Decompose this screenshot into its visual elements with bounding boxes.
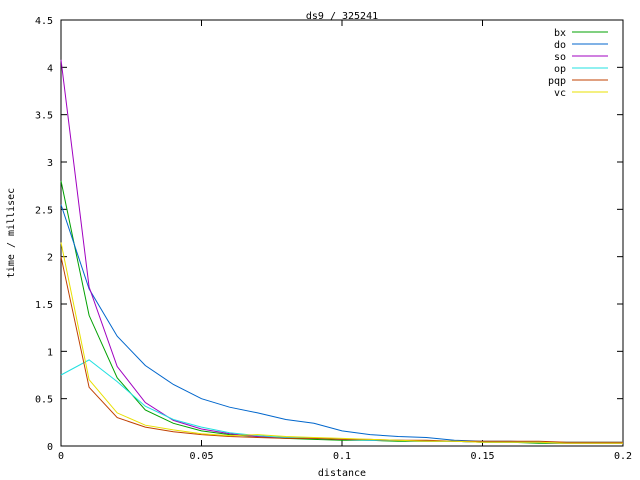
x-tick-label: 0: [58, 451, 64, 462]
y-tick-label: 4: [47, 63, 53, 74]
legend-label-pqp: pqp: [548, 76, 566, 87]
y-tick-label: 1: [47, 347, 53, 358]
series-line-bx: [60, 180, 623, 444]
legend-label-do: do: [554, 40, 566, 51]
x-tick-label: 0.2: [614, 451, 632, 462]
series-line-pqp: [60, 256, 623, 443]
chart-title: ds9 / 325241: [306, 11, 378, 22]
y-tick-label: 3.5: [35, 111, 53, 122]
x-axis: 0 0.05 0.1 0.15 0.2: [58, 20, 632, 462]
series-line-op: [60, 359, 623, 443]
legend-label-vc: vc: [554, 88, 566, 99]
y-tick-label: 0: [47, 442, 53, 453]
y-axis: 0 0.5 1 1.5 2 2.5 3 3.5 4 4.5: [35, 16, 623, 453]
y-tick-label: 1.5: [35, 300, 53, 311]
series-lines: [60, 59, 623, 444]
x-tick-label: 0.05: [189, 451, 213, 462]
x-tick-label: 0.1: [333, 451, 351, 462]
y-tick-label: 4.5: [35, 16, 53, 27]
x-axis-label: distance: [318, 468, 366, 479]
legend-label-so: so: [554, 52, 566, 63]
series-line-vc: [60, 242, 623, 444]
legend-label-op: op: [554, 64, 566, 75]
y-tick-label: 0.5: [35, 395, 53, 406]
y-tick-label: 2: [47, 253, 53, 264]
series-line-so: [60, 59, 623, 444]
plot-frame: [60, 19, 624, 447]
legend-label-bx: bx: [554, 28, 566, 39]
x-tick-label: 0.15: [470, 451, 494, 462]
y-axis-label: time / millisec: [6, 188, 17, 278]
y-tick-label: 3: [47, 158, 53, 169]
y-tick-label: 2.5: [35, 205, 53, 216]
